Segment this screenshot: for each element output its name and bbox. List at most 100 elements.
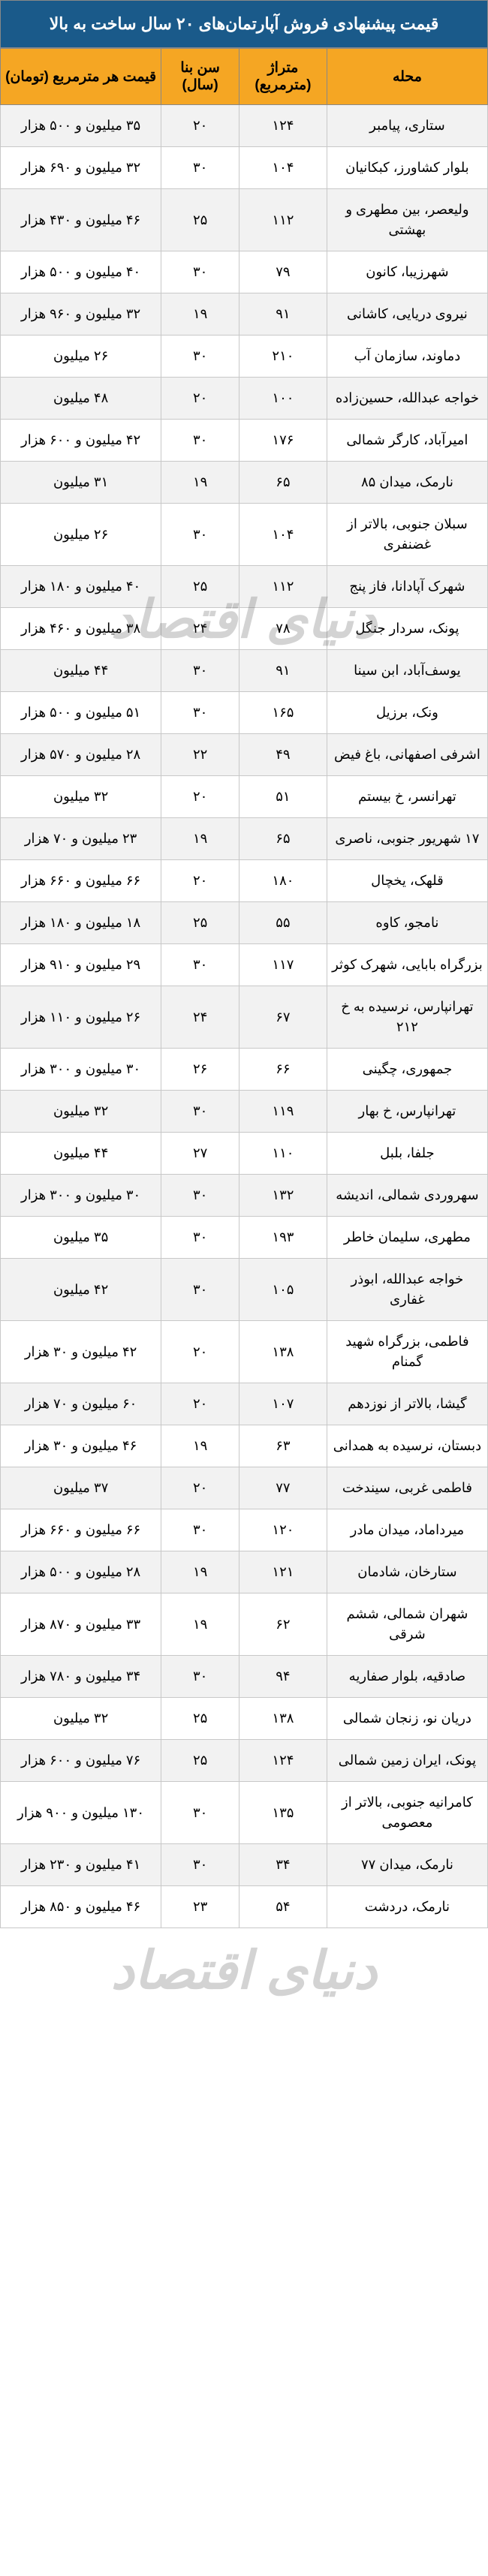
cell-price: ۳۵ میلیون و ۵۰۰ هزار	[1, 105, 161, 147]
cell-price: ۵۱ میلیون و ۵۰۰ هزار	[1, 692, 161, 734]
cell-neighborhood: نامجو، کاوه	[327, 902, 487, 944]
cell-age: ۳۰	[161, 1844, 239, 1886]
cell-age: ۲۵	[161, 1740, 239, 1782]
table-row: صادقیه، بلوار صفاریه۹۴۳۰۳۴ میلیون و ۷۸۰ …	[1, 1656, 488, 1698]
cell-neighborhood: اشرفی اصفهانی، باغ فیض	[327, 734, 487, 776]
table-row: تهرانپارس، نرسیده به خ ۲۱۲۶۷۲۴۲۶ میلیون …	[1, 986, 488, 1049]
table-row: فاطمی، بزرگراه شهید گمنام۱۳۸۲۰۴۲ میلیون …	[1, 1321, 488, 1383]
table-row: پونک، سردار جنگل۷۸۲۴۳۸ میلیون و ۴۶۰ هزار	[1, 608, 488, 650]
cell-area: ۱۳۲	[239, 1175, 327, 1217]
cell-neighborhood: شهرزیبا، کانون	[327, 251, 487, 293]
cell-age: ۱۹	[161, 1593, 239, 1656]
cell-area: ۱۲۰	[239, 1509, 327, 1551]
cell-price: ۶۶ میلیون و ۶۶۰ هزار	[1, 860, 161, 902]
cell-age: ۱۹	[161, 293, 239, 336]
cell-area: ۵۴	[239, 1886, 327, 1928]
cell-neighborhood: نارمک، دردشت	[327, 1886, 487, 1928]
cell-neighborhood: خواجه عبدالله، حسین‌زاده	[327, 378, 487, 420]
cell-area: ۱۰۴	[239, 504, 327, 566]
table-row: دریان نو، زنجان شمالی۱۳۸۲۵۳۲ میلیون	[1, 1698, 488, 1740]
cell-age: ۲۷	[161, 1133, 239, 1175]
cell-age: ۲۶	[161, 1049, 239, 1091]
cell-neighborhood: امیرآباد، کارگر شمالی	[327, 420, 487, 462]
col-header-price: قیمت هر مترمربع (تومان)	[1, 49, 161, 105]
table-row: سبلان جنوبی، بالاتر از غضنفری۱۰۴۳۰۲۶ میل…	[1, 504, 488, 566]
table-row: ۱۷ شهریور جنوبی، ناصری۶۵۱۹۲۳ میلیون و ۷۰…	[1, 818, 488, 860]
table-title: قیمت پیشنهادی فروش آپارتمان‌های ۲۰ سال س…	[0, 0, 488, 48]
cell-price: ۴۰ میلیون و ۱۸۰ هزار	[1, 566, 161, 608]
cell-age: ۳۰	[161, 1656, 239, 1698]
cell-neighborhood: بلوار کشاورز، کبکانیان	[327, 147, 487, 189]
cell-neighborhood: تهرانپارس، خ بهار	[327, 1091, 487, 1133]
cell-age: ۳۰	[161, 147, 239, 189]
col-header-age: سن بنا (سال)	[161, 49, 239, 105]
table-row: کامرانیه جنوبی، بالاتر از معصومی۱۳۵۳۰۱۳۰…	[1, 1782, 488, 1844]
cell-age: ۳۰	[161, 336, 239, 378]
cell-neighborhood: سبلان جنوبی، بالاتر از غضنفری	[327, 504, 487, 566]
col-header-neighborhood: محله	[327, 49, 487, 105]
table-row: یوسف‌آباد، ابن سینا۹۱۳۰۴۴ میلیون	[1, 650, 488, 692]
cell-price: ۳۰ میلیون و ۳۰۰ هزار	[1, 1049, 161, 1091]
cell-neighborhood: شهرک آپادانا، فاز پنج	[327, 566, 487, 608]
cell-area: ۶۶	[239, 1049, 327, 1091]
cell-area: ۶۲	[239, 1593, 327, 1656]
cell-age: ۳۰	[161, 1259, 239, 1321]
cell-age: ۳۰	[161, 1175, 239, 1217]
cell-price: ۲۹ میلیون و ۹۱۰ هزار	[1, 944, 161, 986]
cell-neighborhood: میرداماد، میدان مادر	[327, 1509, 487, 1551]
cell-age: ۲۵	[161, 566, 239, 608]
cell-neighborhood: فاطمی غربی، سیندخت	[327, 1467, 487, 1509]
cell-area: ۱۱۷	[239, 944, 327, 986]
cell-price: ۳۱ میلیون	[1, 462, 161, 504]
cell-area: ۱۹۳	[239, 1217, 327, 1259]
cell-area: ۲۱۰	[239, 336, 327, 378]
table-row: تهرانپارس، خ بهار۱۱۹۳۰۳۲ میلیون	[1, 1091, 488, 1133]
cell-area: ۱۲۴	[239, 105, 327, 147]
cell-price: ۲۶ میلیون	[1, 504, 161, 566]
cell-age: ۳۰	[161, 1091, 239, 1133]
cell-price: ۳۴ میلیون و ۷۸۰ هزار	[1, 1656, 161, 1698]
cell-area: ۷۷	[239, 1467, 327, 1509]
cell-neighborhood: خواجه عبدالله، ابوذر غفاری	[327, 1259, 487, 1321]
cell-area: ۱۱۹	[239, 1091, 327, 1133]
cell-age: ۲۵	[161, 1698, 239, 1740]
cell-age: ۳۰	[161, 1217, 239, 1259]
table-row: ستارخان، شادمان۱۲۱۱۹۲۸ میلیون و ۵۰۰ هزار	[1, 1551, 488, 1593]
table-row: امیرآباد، کارگر شمالی۱۷۶۳۰۴۲ میلیون و ۶۰…	[1, 420, 488, 462]
cell-price: ۴۴ میلیون	[1, 650, 161, 692]
table-row: دماوند، سازمان آب۲۱۰۳۰۲۶ میلیون	[1, 336, 488, 378]
cell-area: ۹۴	[239, 1656, 327, 1698]
cell-age: ۲۰	[161, 378, 239, 420]
cell-age: ۱۹	[161, 1425, 239, 1467]
cell-area: ۱۲۴	[239, 1740, 327, 1782]
table-row: نیروی دریایی، کاشانی۹۱۱۹۳۲ میلیون و ۹۶۰ …	[1, 293, 488, 336]
cell-neighborhood: قلهک، یخچال	[327, 860, 487, 902]
cell-area: ۹۱	[239, 293, 327, 336]
cell-price: ۳۲ میلیون و ۶۹۰ هزار	[1, 147, 161, 189]
cell-neighborhood: صادقیه، بلوار صفاریه	[327, 1656, 487, 1698]
cell-area: ۴۹	[239, 734, 327, 776]
cell-price: ۶۶ میلیون و ۶۶۰ هزار	[1, 1509, 161, 1551]
cell-area: ۶۵	[239, 462, 327, 504]
cell-neighborhood: نارمک، میدان ۸۵	[327, 462, 487, 504]
table-row: فاطمی غربی، سیندخت۷۷۲۰۳۷ میلیون	[1, 1467, 488, 1509]
cell-age: ۲۵	[161, 189, 239, 251]
cell-price: ۲۳ میلیون و ۷۰ هزار	[1, 818, 161, 860]
cell-price: ۴۲ میلیون و ۶۰۰ هزار	[1, 420, 161, 462]
cell-neighborhood: جمهوری، چگینی	[327, 1049, 487, 1091]
cell-neighborhood: ۱۷ شهریور جنوبی، ناصری	[327, 818, 487, 860]
cell-area: ۱۳۸	[239, 1698, 327, 1740]
cell-area: ۵۵	[239, 902, 327, 944]
cell-price: ۲۶ میلیون و ۱۱۰ هزار	[1, 986, 161, 1049]
cell-price: ۳۳ میلیون و ۸۷۰ هزار	[1, 1593, 161, 1656]
table-row: خواجه عبدالله، ابوذر غفاری۱۰۵۳۰۴۲ میلیون	[1, 1259, 488, 1321]
cell-area: ۱۰۴	[239, 147, 327, 189]
cell-area: ۱۶۵	[239, 692, 327, 734]
table-row: جلفا، بلبل۱۱۰۲۷۴۴ میلیون	[1, 1133, 488, 1175]
cell-price: ۳۲ میلیون	[1, 1091, 161, 1133]
header-row: محله متراژ (مترمربع) سن بنا (سال) قیمت ه…	[1, 49, 488, 105]
cell-price: ۴۱ میلیون و ۲۳۰ هزار	[1, 1844, 161, 1886]
cell-neighborhood: ستارخان، شادمان	[327, 1551, 487, 1593]
cell-area: ۷۹	[239, 251, 327, 293]
cell-price: ۳۲ میلیون و ۹۶۰ هزار	[1, 293, 161, 336]
